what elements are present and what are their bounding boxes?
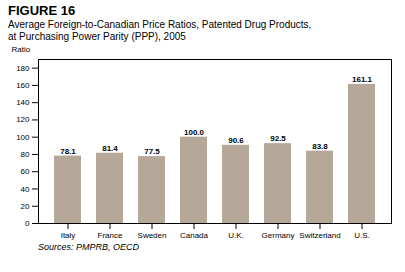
html-text:at Purchasing Power Parity (PP: at Purchasing Power Parity (PPP), 2005 (8, 31, 186, 42)
svg-text:France: France (98, 231, 123, 240)
svg-text:120: 120 (16, 115, 30, 124)
svg-text:Canada: Canada (180, 231, 209, 240)
svg-text:0: 0 (25, 219, 30, 228)
svg-text:Sweden: Sweden (138, 231, 167, 240)
svg-text:140: 140 (16, 98, 30, 107)
svg-text:77.5: 77.5 (144, 147, 160, 156)
html-text:FIGURE 16: FIGURE 16 (8, 3, 76, 18)
svg-text:180: 180 (16, 64, 30, 73)
svg-text:90.6: 90.6 (228, 136, 244, 145)
html-text:Average Foreign-to-Canadian Pr: Average Foreign-to-Canadian Price Ratios… (8, 19, 312, 30)
svg-text:100: 100 (16, 133, 30, 142)
svg-text:100.0: 100.0 (184, 128, 205, 137)
svg-text:U.S.: U.S. (354, 231, 370, 240)
svg-text:78.1: 78.1 (60, 147, 76, 156)
svg-text:U.K.: U.K. (228, 231, 244, 240)
svg-text:80: 80 (21, 150, 30, 159)
svg-text:Switzerland: Switzerland (299, 231, 340, 240)
svg-text:Germany: Germany (262, 231, 295, 240)
svg-text:161.1: 161.1 (352, 75, 373, 84)
html-text:Sources: PMPRB, OECD: Sources: PMPRB, OECD (38, 242, 139, 252)
svg-text:81.4: 81.4 (102, 144, 118, 153)
svg-text:40: 40 (21, 185, 30, 194)
svg-text:83.8: 83.8 (312, 142, 328, 151)
svg-text:160: 160 (16, 81, 30, 90)
svg-text:92.5: 92.5 (270, 134, 286, 143)
svg-text:20: 20 (21, 202, 30, 211)
svg-text:Italy: Italy (61, 231, 76, 240)
svg-text:Ratio: Ratio (12, 45, 31, 54)
svg-text:60: 60 (21, 167, 30, 176)
